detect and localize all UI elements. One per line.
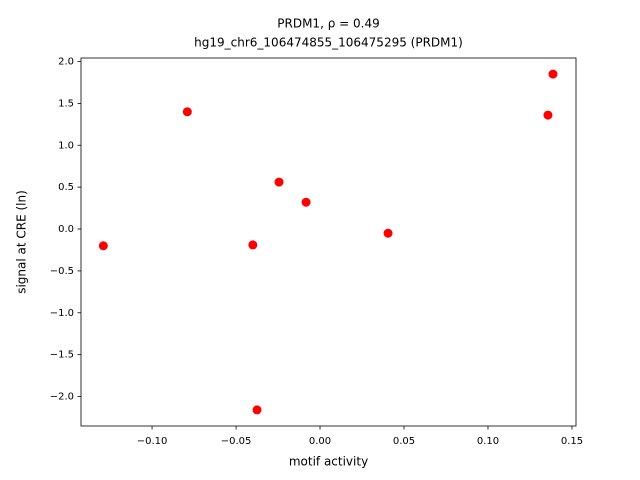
y-tick-label: 2.0 xyxy=(58,57,74,68)
chart-subtitle: hg19_chr6_106474855_106475295 (PRDM1) xyxy=(194,36,463,50)
y-axis-label: signal at CRE (ln) xyxy=(15,190,29,294)
point xyxy=(548,69,558,79)
y-tick-label: −0.5 xyxy=(50,266,74,277)
point xyxy=(98,241,108,251)
y-tick-label: 0.0 xyxy=(58,224,74,235)
y-tick-label: −1.0 xyxy=(50,308,74,319)
y-tick-label: 1.5 xyxy=(58,98,74,109)
point xyxy=(301,197,311,207)
chart-title: PRDM1, ρ = 0.49 xyxy=(277,17,379,31)
x-tick-label: 0.00 xyxy=(309,436,331,447)
plot-frame xyxy=(80,57,577,427)
point xyxy=(248,240,258,250)
y-tick-label: 0.5 xyxy=(58,182,74,193)
x-tick-label: 0.05 xyxy=(393,436,415,447)
x-tick-label: 0.15 xyxy=(561,436,583,447)
point xyxy=(383,228,393,238)
point xyxy=(252,405,262,415)
x-tick-label: −0.10 xyxy=(137,436,168,447)
point xyxy=(182,107,192,117)
y-tick-label: −2.0 xyxy=(50,392,74,403)
x-axis-label: motif activity xyxy=(289,455,368,469)
point xyxy=(274,177,284,187)
point xyxy=(543,110,553,120)
x-tick-label: 0.10 xyxy=(477,436,499,447)
y-tick-label: −1.5 xyxy=(50,350,74,361)
y-tick-label: 1.0 xyxy=(58,140,74,151)
x-tick-label: −0.05 xyxy=(221,436,252,447)
